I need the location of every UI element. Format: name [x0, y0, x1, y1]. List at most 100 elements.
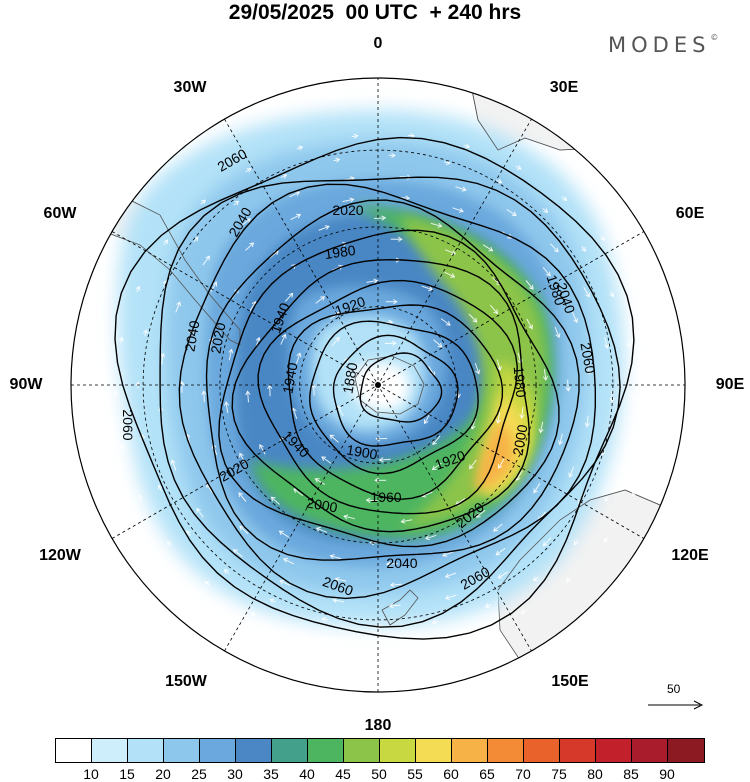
wind-vector-arrow [401, 519, 413, 523]
wind-vector-arrow [283, 558, 295, 565]
wind-vector-head [228, 348, 234, 354]
wind-vector-head [288, 292, 294, 298]
wind-vector-head [389, 582, 395, 588]
wind-vector-head [335, 157, 341, 163]
wind-vector-head [349, 197, 355, 203]
wind-vector-arrow [421, 285, 433, 291]
wind-speed-colorbar [55, 738, 705, 763]
wind-vector-arrow [600, 235, 605, 241]
wind-vector-arrow [386, 563, 398, 565]
wind-vector-head [353, 133, 359, 139]
colorbar-swatch [560, 739, 596, 762]
contour-label: 1980 [323, 242, 356, 262]
wind-vector-head [334, 577, 340, 583]
wind-vector-arrow [171, 460, 177, 471]
wind-vector-head [245, 390, 251, 396]
geopotential-contour-line [114, 136, 635, 640]
wind-vector-arrow [120, 337, 123, 344]
wind-vector-arrow [455, 498, 466, 506]
wind-vector-arrow [604, 337, 608, 349]
colorbar-swatch [128, 739, 164, 762]
wind-vector-arrow [566, 577, 572, 583]
wind-vector-arrow [554, 326, 560, 338]
contour-label: 2020 [207, 321, 228, 355]
colorbar-swatch [92, 739, 128, 762]
wind-vector-head [343, 514, 349, 520]
wind-vector-arrow [469, 459, 477, 469]
wind-vector-arrow [542, 208, 548, 213]
contour-label: 2060 [577, 341, 598, 375]
wind-vector-arrow [250, 612, 257, 617]
wind-vector-arrow [245, 242, 254, 251]
wind-vector-head [444, 573, 450, 579]
wind-vector-arrow [497, 571, 508, 579]
wind-vector-arrow [648, 331, 651, 338]
colorbar-tick-label: 90 [659, 766, 675, 782]
wind-vector-arrow [521, 407, 524, 419]
wind-vector-head [497, 463, 503, 469]
colorbar-swatch [308, 739, 344, 762]
wind-vector-head [437, 222, 443, 228]
wind-vector-arrow [452, 207, 464, 212]
wind-vector-head [609, 397, 615, 403]
colorbar-tick-label: 70 [515, 766, 531, 782]
wind-vector-head [623, 447, 630, 453]
wind-vector-arrow [586, 415, 589, 427]
wind-vector-head [138, 494, 144, 500]
wind-vector-head [496, 365, 502, 371]
meridian-label-30w: 30W [173, 79, 207, 96]
wind-vector-head [212, 281, 217, 287]
wind-vector-head [249, 242, 255, 248]
wind-vector-arrow [357, 645, 364, 648]
wind-vector-arrow [228, 349, 232, 361]
wind-vector-arrow [289, 191, 300, 198]
colorbar-tick-label: 85 [623, 766, 639, 782]
wind-vector-head [495, 418, 501, 424]
wind-vector-head [239, 452, 244, 458]
wind-vector-head [142, 329, 149, 335]
wind-vector-arrow [186, 530, 191, 537]
wind-vector-arrow [202, 255, 210, 266]
wind-vector-arrow [444, 271, 455, 278]
wind-vector-head [445, 321, 451, 326]
colorbar-swatch [596, 739, 632, 762]
wind-vector-head [120, 443, 126, 449]
wind-vector-head [405, 195, 411, 201]
wind-vector-head [555, 333, 561, 339]
meridian-label-120e: 120E [671, 547, 709, 564]
wind-vector-arrow [351, 135, 358, 138]
wind-speed-shading [117, 110, 624, 627]
wind-vector-head [335, 336, 340, 342]
wind-vector-arrow [163, 239, 168, 246]
wind-vector-head [626, 343, 632, 349]
meridian-label-150e: 150E [551, 673, 589, 690]
colorbar-swatch [380, 739, 416, 762]
wind-vector-head [497, 573, 503, 579]
wind-vector-arrow [496, 359, 501, 371]
wind-vector-arrow [390, 583, 402, 586]
wind-vector-arrow [567, 379, 569, 391]
colorbar-tick-label: 60 [443, 766, 459, 782]
wind-vector-arrow [569, 466, 575, 477]
wind-vector-arrow [321, 456, 332, 464]
wind-vector-arrow [543, 537, 552, 547]
wind-vector-head [604, 343, 610, 349]
contour-label: 2040 [386, 555, 417, 571]
wind-vector-arrow [559, 433, 563, 445]
wind-vector-arrow [583, 286, 590, 298]
geopotential-contour-line [287, 304, 504, 500]
wind-vector-arrow [408, 134, 415, 137]
colorbar-swatch [488, 739, 524, 762]
colorbar-swatch [200, 739, 236, 762]
wind-vector-head [465, 143, 471, 149]
wind-vector-arrow [233, 201, 239, 206]
wind-vector-head [283, 558, 289, 563]
colorbar-tick-label: 50 [371, 766, 387, 782]
geopotential-contour-line [178, 183, 596, 600]
meridian-label-60e: 60E [675, 205, 705, 222]
wind-vector-head [295, 191, 301, 196]
wind-vector-head [546, 271, 551, 277]
wind-vector-head [584, 422, 590, 428]
colorbar-swatch [344, 739, 380, 762]
wind-vector-arrow [335, 578, 347, 582]
